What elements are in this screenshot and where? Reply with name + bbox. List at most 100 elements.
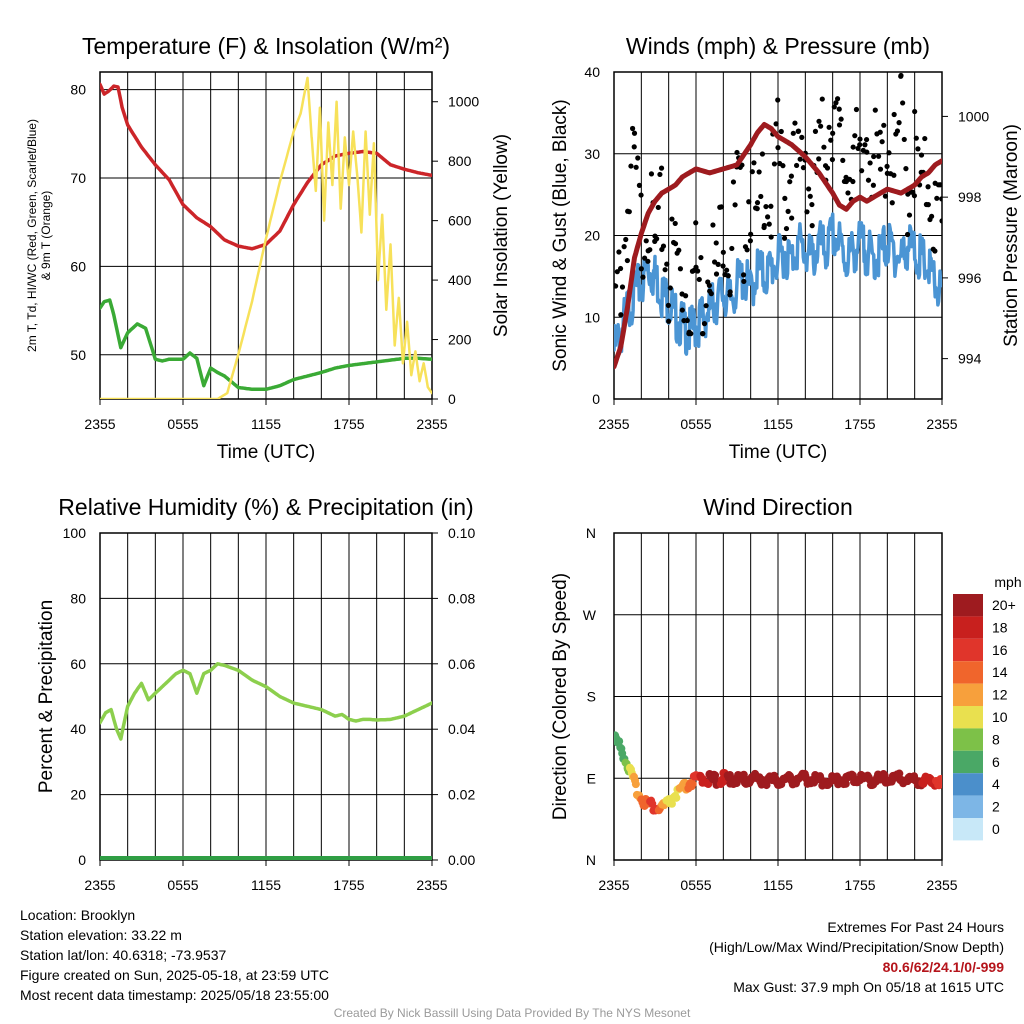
gust-point <box>763 203 769 210</box>
legend-label: 10 <box>992 709 1008 725</box>
gust-point <box>703 303 709 309</box>
gust-point <box>614 283 619 289</box>
gust-point <box>793 162 800 169</box>
gust-point <box>642 255 648 261</box>
y-tick-label: 0 <box>592 391 600 407</box>
gust-point <box>724 267 730 273</box>
gust-point <box>640 274 646 280</box>
gust-point <box>877 166 884 172</box>
gust-point <box>713 240 719 246</box>
gust-point <box>648 171 655 177</box>
extremes-subtitle: (High/Low/Max Wind/Precipitation/Snow De… <box>709 939 1004 955</box>
gust-point <box>623 236 629 243</box>
y-tick-label: N <box>586 525 596 541</box>
gust-point <box>729 245 735 252</box>
gust-point <box>708 291 714 297</box>
x-tick-label: 1155 <box>251 416 281 432</box>
gust-point <box>740 272 747 278</box>
max-gust-text: Max Gust: 37.9 mph On 05/18 at 1615 UTC <box>733 979 1004 995</box>
gust-point <box>618 312 624 318</box>
gust-point <box>725 273 731 279</box>
direction-point <box>841 779 850 788</box>
gust-point <box>631 130 638 136</box>
direction-point <box>631 780 640 789</box>
y-tick-label: 70 <box>70 170 86 186</box>
gust-point <box>775 97 781 103</box>
gust-point <box>645 258 651 264</box>
chart-title: Wind Direction <box>703 494 853 520</box>
gust-point <box>664 261 670 267</box>
gust-point <box>747 238 753 244</box>
gust-point <box>720 249 726 255</box>
panel-winds: Winds (mph) & Pressure (mb) 2355 0555 1155 1… <box>550 33 1022 463</box>
gust-point <box>918 152 925 158</box>
direction-point <box>672 793 681 802</box>
gust-point <box>785 208 791 214</box>
x-tick-label: 1755 <box>844 877 875 893</box>
gust-point <box>778 128 784 135</box>
gust-point <box>891 111 897 118</box>
gust-point <box>901 136 907 143</box>
x-tick-label: 0555 <box>167 416 198 432</box>
gust-point <box>850 178 856 185</box>
y-tick-label: 0 <box>78 852 86 868</box>
gust-point <box>821 144 827 150</box>
gust-point <box>834 96 841 102</box>
gust-point <box>624 257 630 264</box>
y-tick-label: 80 <box>70 590 86 606</box>
y2-tick-label: 0.08 <box>448 590 475 606</box>
x-tick-label: 2355 <box>926 877 957 893</box>
plot-area <box>614 72 942 370</box>
gust-point <box>812 128 819 134</box>
y-tick-label: 10 <box>584 309 600 325</box>
recent-data-text: Most recent data timestamp: 2025/05/18 2… <box>20 987 329 1003</box>
gust-point <box>932 248 938 254</box>
y-axis-label: Sonic Wind & Gust (Blue, Black) <box>550 99 571 371</box>
gust-point <box>830 130 836 136</box>
y-tick-label: 20 <box>584 228 600 244</box>
gust-point <box>886 150 892 156</box>
gust-point <box>889 200 895 206</box>
legend-swatch <box>953 795 983 818</box>
gust-point <box>826 124 832 130</box>
gust-point <box>900 100 906 106</box>
gust-point <box>879 139 885 145</box>
gust-point <box>696 276 702 283</box>
x-tick-label: 2355 <box>598 877 629 893</box>
gust-point <box>912 108 918 115</box>
x-tick-label: 1755 <box>844 416 875 432</box>
y2-tick-label: 994 <box>958 351 982 367</box>
gust-point <box>635 155 641 161</box>
gust-point <box>789 215 795 221</box>
gust-point <box>765 214 771 220</box>
y-tick-label: 40 <box>584 64 600 80</box>
y2-tick-label: 996 <box>958 270 982 286</box>
gust-point <box>654 236 660 242</box>
y-tick-label: 30 <box>584 146 600 162</box>
gust-point <box>679 307 685 313</box>
plot-area <box>100 76 432 399</box>
gust-point <box>761 222 767 229</box>
gust-point <box>730 179 737 185</box>
plot-area <box>100 662 432 860</box>
gust-point <box>626 209 632 215</box>
y2-tick-label: 0.04 <box>448 721 475 737</box>
gust-point <box>660 243 667 249</box>
gust-point <box>795 128 802 134</box>
legend-label: 2 <box>992 799 1000 815</box>
legend-label: 18 <box>992 619 1008 635</box>
gust-point <box>872 107 878 113</box>
gust-point <box>833 100 839 106</box>
created-text: Figure created on Sun, 2025-05-18, at 23… <box>20 967 329 983</box>
y-tick-label: N <box>586 852 596 868</box>
gust-point <box>934 195 940 201</box>
y2-tick-label: 1000 <box>958 108 989 124</box>
y2-tick-label: 800 <box>448 153 472 169</box>
x-tick-label: 2355 <box>84 416 115 432</box>
gust-point <box>913 135 919 141</box>
gust-point <box>787 179 793 185</box>
gust-point <box>657 171 663 178</box>
gust-point <box>667 285 673 291</box>
y-tick-label: 100 <box>63 525 87 541</box>
